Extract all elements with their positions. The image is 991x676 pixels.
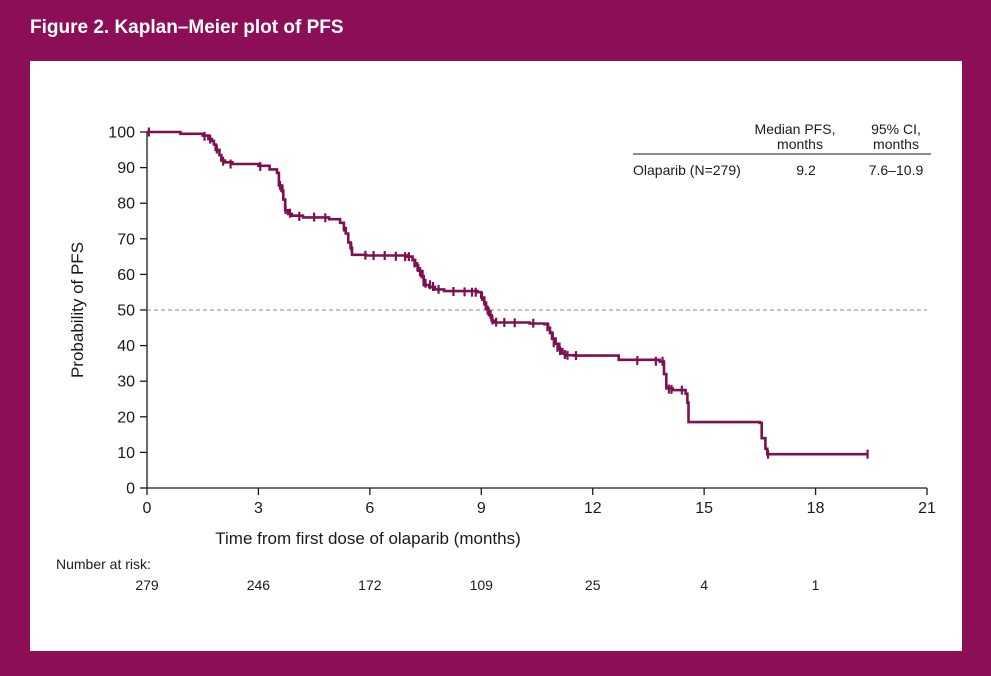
summary-ci-value: 7.6–10.9: [869, 162, 924, 178]
summary-row-label: Olaparib (N=279): [633, 162, 741, 178]
summary-header-median-1: Median PFS,: [755, 121, 836, 137]
summary-header-median-2: months: [777, 136, 823, 152]
risk-table-label: Number at risk:: [56, 556, 151, 572]
y-tick-label: 0: [126, 481, 135, 498]
y-tick-label: 70: [117, 231, 135, 248]
risk-count: 1: [812, 577, 820, 593]
risk-count: 246: [247, 577, 271, 593]
y-tick-label: 50: [117, 303, 135, 320]
y-tick-label: 100: [108, 125, 135, 142]
x-tick-label: 3: [254, 500, 263, 517]
y-tick-label: 10: [117, 445, 135, 462]
y-tick-label: 80: [117, 196, 135, 213]
risk-count: 4: [700, 577, 708, 593]
x-tick-label: 15: [695, 500, 713, 517]
risk-count: 279: [135, 577, 159, 593]
y-tick-label: 60: [117, 267, 135, 284]
summary-header-ci-1: 95% CI,: [871, 121, 921, 137]
y-tick-label: 30: [117, 374, 135, 391]
y-tick-label: 90: [117, 160, 135, 177]
survival-step-line: [147, 130, 868, 456]
x-axis-title: Time from first dose of olaparib (months…: [215, 529, 520, 548]
x-tick-label: 0: [143, 500, 152, 517]
y-axis-title: Probability of PFS: [68, 242, 87, 378]
x-tick-label: 18: [807, 500, 825, 517]
summary-table: Median PFS, months 95% CI, months Olapar…: [633, 121, 931, 178]
summary-median-value: 9.2: [796, 162, 816, 178]
figure-title: Figure 2. Kaplan–Meier plot of PFS: [30, 17, 344, 38]
risk-count: 25: [585, 577, 601, 593]
risk-table: 279 246 172 109 25 4 1: [135, 577, 819, 593]
km-curve: [147, 127, 869, 459]
risk-count: 109: [470, 577, 494, 593]
km-chart: Median PFS, months 95% CI, months Olapar…: [56, 121, 936, 593]
y-tick-label: 20: [117, 409, 135, 426]
x-tick-label: 21: [918, 500, 936, 517]
y-tick-label: 40: [117, 338, 135, 355]
risk-count: 172: [358, 577, 382, 593]
summary-header-ci-2: months: [873, 136, 919, 152]
axes: 0 10 20 30 40 50 60 70 80 90 100 0 3 6 9 12 15 18 21: [108, 125, 936, 518]
chart-panel: Median PFS, months 95% CI, months Olapar…: [30, 61, 962, 651]
x-tick-label: 6: [365, 500, 374, 517]
x-tick-label: 12: [584, 500, 602, 517]
x-tick-label: 9: [477, 500, 486, 517]
